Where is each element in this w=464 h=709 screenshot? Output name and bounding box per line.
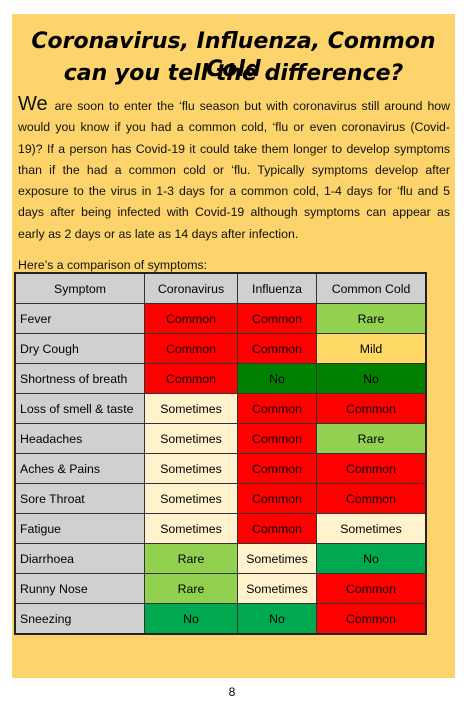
table-row: Headaches Sometimes Common Rare <box>14 423 427 454</box>
influenza-cell: No <box>237 363 317 394</box>
common-cold-cell: Common <box>316 483 427 514</box>
common-cold-cell: Rare <box>316 423 427 454</box>
symptom-cell: Loss of smell & taste <box>14 393 145 424</box>
symptom-cell: Runny Nose <box>14 573 145 604</box>
table-row: Aches & Pains Sometimes Common Common <box>14 453 427 484</box>
coronavirus-cell: Sometimes <box>144 423 238 454</box>
coronavirus-cell: Sometimes <box>144 453 238 484</box>
common-cold-cell: Common <box>316 603 427 635</box>
common-cold-cell: Common <box>316 393 427 424</box>
symptom-comparison-table: Symptom Coronavirus Influenza Common Col… <box>14 272 427 635</box>
symptom-cell: Dry Cough <box>14 333 145 364</box>
symptom-cell: Sneezing <box>14 603 145 635</box>
influenza-cell: Sometimes <box>237 573 317 604</box>
coronavirus-cell: Common <box>144 333 238 364</box>
header-coronavirus: Coronavirus <box>144 272 238 304</box>
table-row: Dry Cough Common Common Mild <box>14 333 427 364</box>
header-common-cold: Common Cold <box>316 272 427 304</box>
comparison-label: Here’s a comparison of symptoms: <box>18 258 208 272</box>
symptom-cell: Shortness of breath <box>14 363 145 394</box>
influenza-cell: Sometimes <box>237 543 317 574</box>
symptom-cell: Aches & Pains <box>14 453 145 484</box>
table-row: Runny Nose Rare Sometimes Common <box>14 573 427 604</box>
table-row: Fever Common Common Rare <box>14 303 427 334</box>
influenza-cell: Common <box>237 393 317 424</box>
symptom-cell: Fever <box>14 303 145 334</box>
page-number: 8 <box>228 685 236 699</box>
header-symptom: Symptom <box>14 272 145 304</box>
table-row: Diarrhoea Rare Sometimes No <box>14 543 427 574</box>
influenza-cell: No <box>237 603 317 635</box>
intro-text: are soon to enter the ‘flu season but wi… <box>18 99 450 241</box>
page-title-line-2: can you tell the difference? <box>63 61 404 86</box>
common-cold-cell: No <box>316 363 427 394</box>
table-header-row: Symptom Coronavirus Influenza Common Col… <box>14 272 427 304</box>
influenza-cell: Common <box>237 333 317 364</box>
coronavirus-cell: Rare <box>144 573 238 604</box>
common-cold-cell: Sometimes <box>316 513 427 544</box>
page-title-line-1: Coronavirus, Influenza, Common Cold <box>31 29 436 82</box>
influenza-cell: Common <box>237 513 317 544</box>
influenza-cell: Common <box>237 423 317 454</box>
influenza-cell: Common <box>237 453 317 484</box>
table-row: Loss of smell & taste Sometimes Common Comm… <box>14 393 427 424</box>
table-row: Sneezing No No Common <box>14 603 427 635</box>
common-cold-cell: Mild <box>316 333 427 364</box>
coronavirus-cell: No <box>144 603 238 635</box>
symptom-cell: Sore Throat <box>14 483 145 514</box>
common-cold-cell: Common <box>316 573 427 604</box>
table-row: Sore Throat Sometimes Common Common <box>14 483 427 514</box>
coronavirus-cell: Sometimes <box>144 483 238 514</box>
influenza-cell: Common <box>237 303 317 334</box>
coronavirus-cell: Sometimes <box>144 393 238 424</box>
table-row: Shortness of breath Common No No <box>14 363 427 394</box>
table-row: Fatigue Sometimes Common Sometimes <box>14 513 427 544</box>
common-cold-cell: Rare <box>316 303 427 334</box>
influenza-cell: Common <box>237 483 317 514</box>
coronavirus-cell: Common <box>144 303 238 334</box>
common-cold-cell: Common <box>316 453 427 484</box>
coronavirus-cell: Sometimes <box>144 513 238 544</box>
intro-dropcap: We <box>18 93 48 115</box>
coronavirus-cell: Common <box>144 363 238 394</box>
symptom-cell: Fatigue <box>14 513 145 544</box>
common-cold-cell: No <box>316 543 427 574</box>
symptom-cell: Headaches <box>14 423 145 454</box>
symptom-cell: Diarrhoea <box>14 543 145 574</box>
coronavirus-cell: Rare <box>144 543 238 574</box>
table-body: Fever Common Common Rare Dry Cough Common Comm… <box>14 303 427 635</box>
header-influenza: Influenza <box>237 272 317 304</box>
intro-paragraph: We are soon to enter the ‘flu season but… <box>18 93 450 245</box>
